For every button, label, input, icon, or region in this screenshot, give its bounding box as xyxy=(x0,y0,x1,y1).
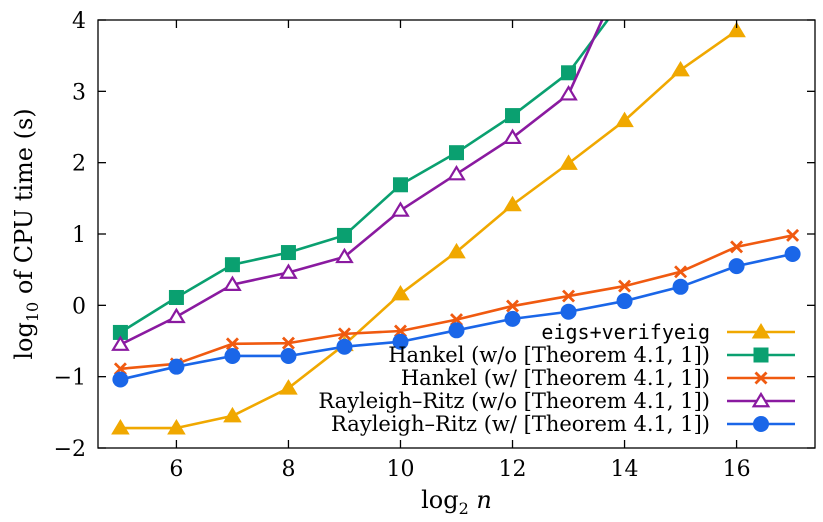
series-2-point xyxy=(618,279,632,293)
series-0-point xyxy=(615,111,634,128)
series-3-line xyxy=(119,20,604,346)
series-1-point xyxy=(505,108,521,124)
series-2-point xyxy=(506,299,520,313)
series-0-point xyxy=(391,284,410,301)
y-tick-label: 4 xyxy=(72,9,86,34)
y-tick-label: 3 xyxy=(72,80,86,105)
legend-item-2: Hankel (w/ [Theorem 4.1, 1]) xyxy=(401,366,795,390)
series-3-point xyxy=(447,164,466,181)
y-tick-label: 2 xyxy=(72,152,86,177)
series-1-point xyxy=(224,257,240,273)
legend-item-1: Hankel (w/o [Theorem 4.1, 1]) xyxy=(388,343,795,367)
x-tick-label: 12 xyxy=(499,457,527,482)
legend-label: Rayleigh–Ritz (w/ [Theorem 4.1, 1]) xyxy=(331,412,710,436)
series-3-point xyxy=(335,247,354,264)
series-4-point xyxy=(672,278,689,295)
x-axis-label: log2 n xyxy=(421,486,492,518)
legend-item-4: Rayleigh–Ritz (w/ [Theorem 4.1, 1]) xyxy=(331,412,795,436)
x-tick-label: 8 xyxy=(281,457,295,482)
y-tick-label: −2 xyxy=(54,437,86,462)
series-4 xyxy=(112,245,801,388)
series-4-point xyxy=(168,358,185,375)
series-3-point xyxy=(111,335,130,351)
series-0-point xyxy=(279,379,298,395)
series-2-point xyxy=(337,327,351,341)
series-0-point xyxy=(559,154,578,170)
series-3-point xyxy=(279,263,298,279)
series-0-point xyxy=(223,406,242,423)
series-1-point xyxy=(392,177,408,193)
series-1-point xyxy=(280,245,296,261)
series-2-point xyxy=(730,240,744,254)
series-3-point xyxy=(391,201,410,217)
series-4-point xyxy=(336,338,353,355)
series-2-point xyxy=(786,228,800,242)
series-1-point xyxy=(168,289,184,305)
series-3-point xyxy=(167,307,186,324)
series-4-point xyxy=(784,245,801,262)
series-4-point xyxy=(728,258,745,275)
series-0-point xyxy=(503,195,522,212)
series-3-point xyxy=(559,85,578,101)
legend-marker xyxy=(751,391,771,408)
legend-marker xyxy=(751,323,771,339)
series-4-point xyxy=(560,303,577,320)
x-tick-label: 6 xyxy=(169,457,183,482)
series-1 xyxy=(112,20,609,340)
series-2-point xyxy=(562,289,576,303)
series-3 xyxy=(111,20,604,351)
series-4-point xyxy=(616,293,633,310)
y-tick-label: 1 xyxy=(72,223,86,248)
series-layer xyxy=(111,20,801,435)
series-0-point xyxy=(671,60,690,77)
y-tick-label: −1 xyxy=(54,366,86,391)
series-0 xyxy=(111,21,746,435)
series-1-point xyxy=(112,324,128,340)
series-4-point xyxy=(392,333,409,350)
series-4-point xyxy=(448,322,465,339)
legend-label: Hankel (w/ [Theorem 4.1, 1]) xyxy=(401,366,710,390)
series-4-point xyxy=(112,371,129,388)
legend-item-0: eigs+verifyeig xyxy=(541,320,795,344)
series-0-line xyxy=(120,29,738,430)
legend-item-3: Rayleigh–Ritz (w/o [Theorem 4.1, 1]) xyxy=(318,389,795,413)
series-0-point xyxy=(111,419,130,435)
series-2-point xyxy=(281,336,295,350)
legend-label: eigs+verifyeig xyxy=(541,320,710,344)
x-tick-label: 16 xyxy=(723,457,751,482)
series-3-point xyxy=(223,275,242,291)
series-4-point xyxy=(224,347,241,364)
series-1-point xyxy=(561,65,577,81)
x-tick-label: 14 xyxy=(611,457,639,482)
series-0-point xyxy=(167,419,186,435)
legend-label: Hankel (w/o [Theorem 4.1, 1]) xyxy=(388,343,710,367)
series-4-point xyxy=(280,347,297,364)
y-axis-label: log10 of CPU time (s) xyxy=(10,108,42,359)
series-1-point xyxy=(449,145,464,161)
series-2-point xyxy=(225,337,239,351)
series-1-point xyxy=(336,227,352,243)
legend-marker xyxy=(753,347,769,363)
legend-marker xyxy=(753,416,769,432)
series-3-point xyxy=(503,128,522,145)
x-tick-label: 10 xyxy=(386,457,414,482)
series-0-point xyxy=(447,242,466,259)
legend-marker xyxy=(754,371,768,385)
series-4-point xyxy=(504,310,521,327)
series-0-point xyxy=(727,21,746,38)
y-tick-label: 0 xyxy=(72,294,86,319)
series-2-point xyxy=(674,265,688,279)
legend-label: Rayleigh–Ritz (w/o [Theorem 4.1, 1]) xyxy=(318,389,710,413)
series-1-line xyxy=(119,20,609,334)
